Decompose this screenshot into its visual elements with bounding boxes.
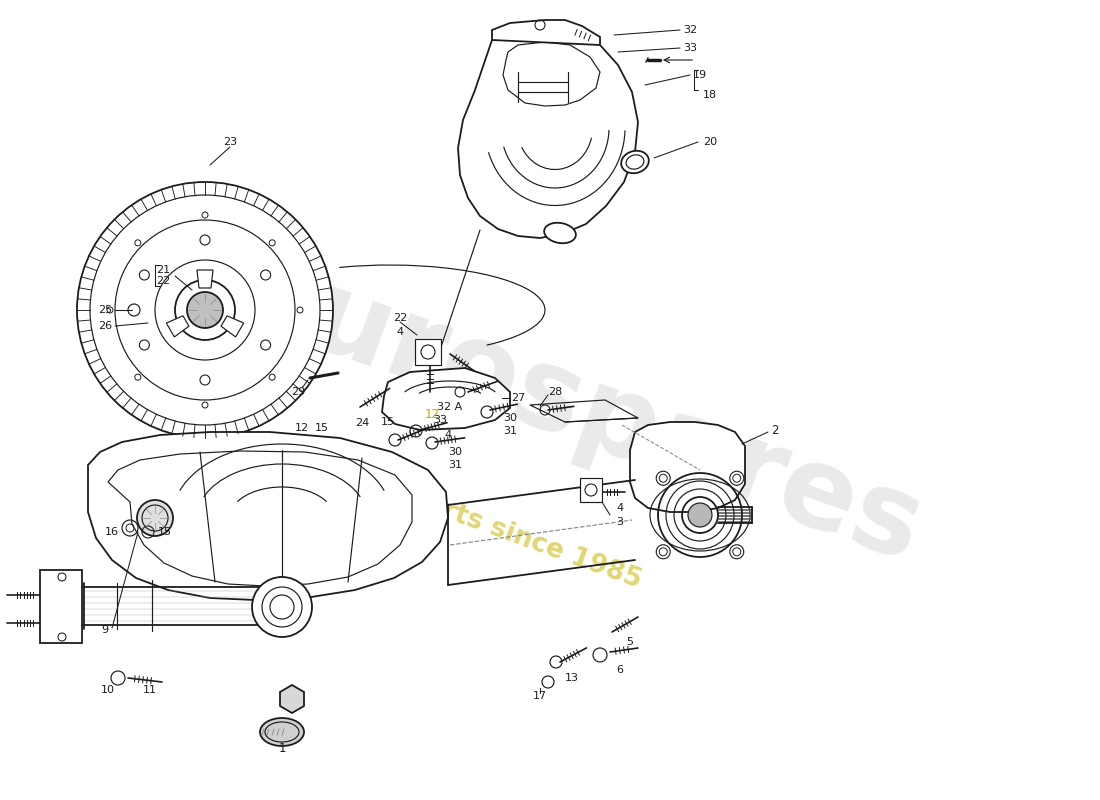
Polygon shape xyxy=(40,570,82,643)
Text: 15: 15 xyxy=(158,527,172,537)
Polygon shape xyxy=(221,316,243,337)
Text: 31: 31 xyxy=(448,460,462,470)
Text: 17: 17 xyxy=(532,691,547,701)
Text: 30: 30 xyxy=(503,413,517,423)
Text: 10: 10 xyxy=(101,685,116,695)
Circle shape xyxy=(187,292,223,328)
Circle shape xyxy=(138,500,173,536)
Polygon shape xyxy=(197,270,213,288)
Polygon shape xyxy=(166,316,189,337)
Text: 1: 1 xyxy=(278,742,286,754)
Ellipse shape xyxy=(544,222,576,243)
Text: 4: 4 xyxy=(616,503,624,513)
Text: 28: 28 xyxy=(548,387,562,397)
Text: 5: 5 xyxy=(627,637,634,647)
Ellipse shape xyxy=(260,718,304,746)
Polygon shape xyxy=(382,368,510,430)
Text: 22: 22 xyxy=(156,276,170,286)
Text: 4: 4 xyxy=(396,327,404,337)
Text: 2: 2 xyxy=(771,423,779,437)
Text: 33: 33 xyxy=(433,415,447,425)
Text: 18: 18 xyxy=(703,90,717,100)
Text: 12: 12 xyxy=(295,423,309,433)
Text: 33: 33 xyxy=(683,43,697,53)
Text: 15: 15 xyxy=(315,423,329,433)
Text: 26: 26 xyxy=(98,321,112,331)
Text: 15: 15 xyxy=(381,417,395,427)
Text: 12: 12 xyxy=(425,409,440,422)
Polygon shape xyxy=(88,432,448,600)
Polygon shape xyxy=(280,685,304,713)
Text: 4: 4 xyxy=(444,430,452,440)
Text: 13: 13 xyxy=(565,673,579,683)
Text: 20: 20 xyxy=(703,137,717,147)
Text: 16: 16 xyxy=(104,527,119,537)
Text: 32: 32 xyxy=(683,25,697,35)
Polygon shape xyxy=(458,25,638,238)
Text: 22: 22 xyxy=(393,313,407,323)
Polygon shape xyxy=(492,20,600,45)
Text: 3: 3 xyxy=(616,517,624,527)
Circle shape xyxy=(688,503,712,527)
Text: 32 A: 32 A xyxy=(438,402,463,412)
Text: 24: 24 xyxy=(355,418,370,428)
Polygon shape xyxy=(630,422,745,512)
Text: 31: 31 xyxy=(503,426,517,436)
Text: 19: 19 xyxy=(693,70,707,80)
Text: 9: 9 xyxy=(101,625,109,635)
Text: 23: 23 xyxy=(223,137,238,147)
Bar xyxy=(415,339,441,365)
Text: a passion for parts since 1985: a passion for parts since 1985 xyxy=(214,416,646,594)
Text: 21: 21 xyxy=(156,265,170,275)
Text: 29: 29 xyxy=(290,387,305,397)
Text: 27: 27 xyxy=(510,393,525,403)
Text: 11: 11 xyxy=(143,685,157,695)
Text: 30: 30 xyxy=(448,447,462,457)
Text: 25: 25 xyxy=(98,305,112,315)
Circle shape xyxy=(77,182,333,438)
Text: 6: 6 xyxy=(616,665,624,675)
Circle shape xyxy=(252,577,312,637)
Ellipse shape xyxy=(621,150,649,174)
Bar xyxy=(580,478,602,502)
Text: eurospares: eurospares xyxy=(222,234,937,586)
